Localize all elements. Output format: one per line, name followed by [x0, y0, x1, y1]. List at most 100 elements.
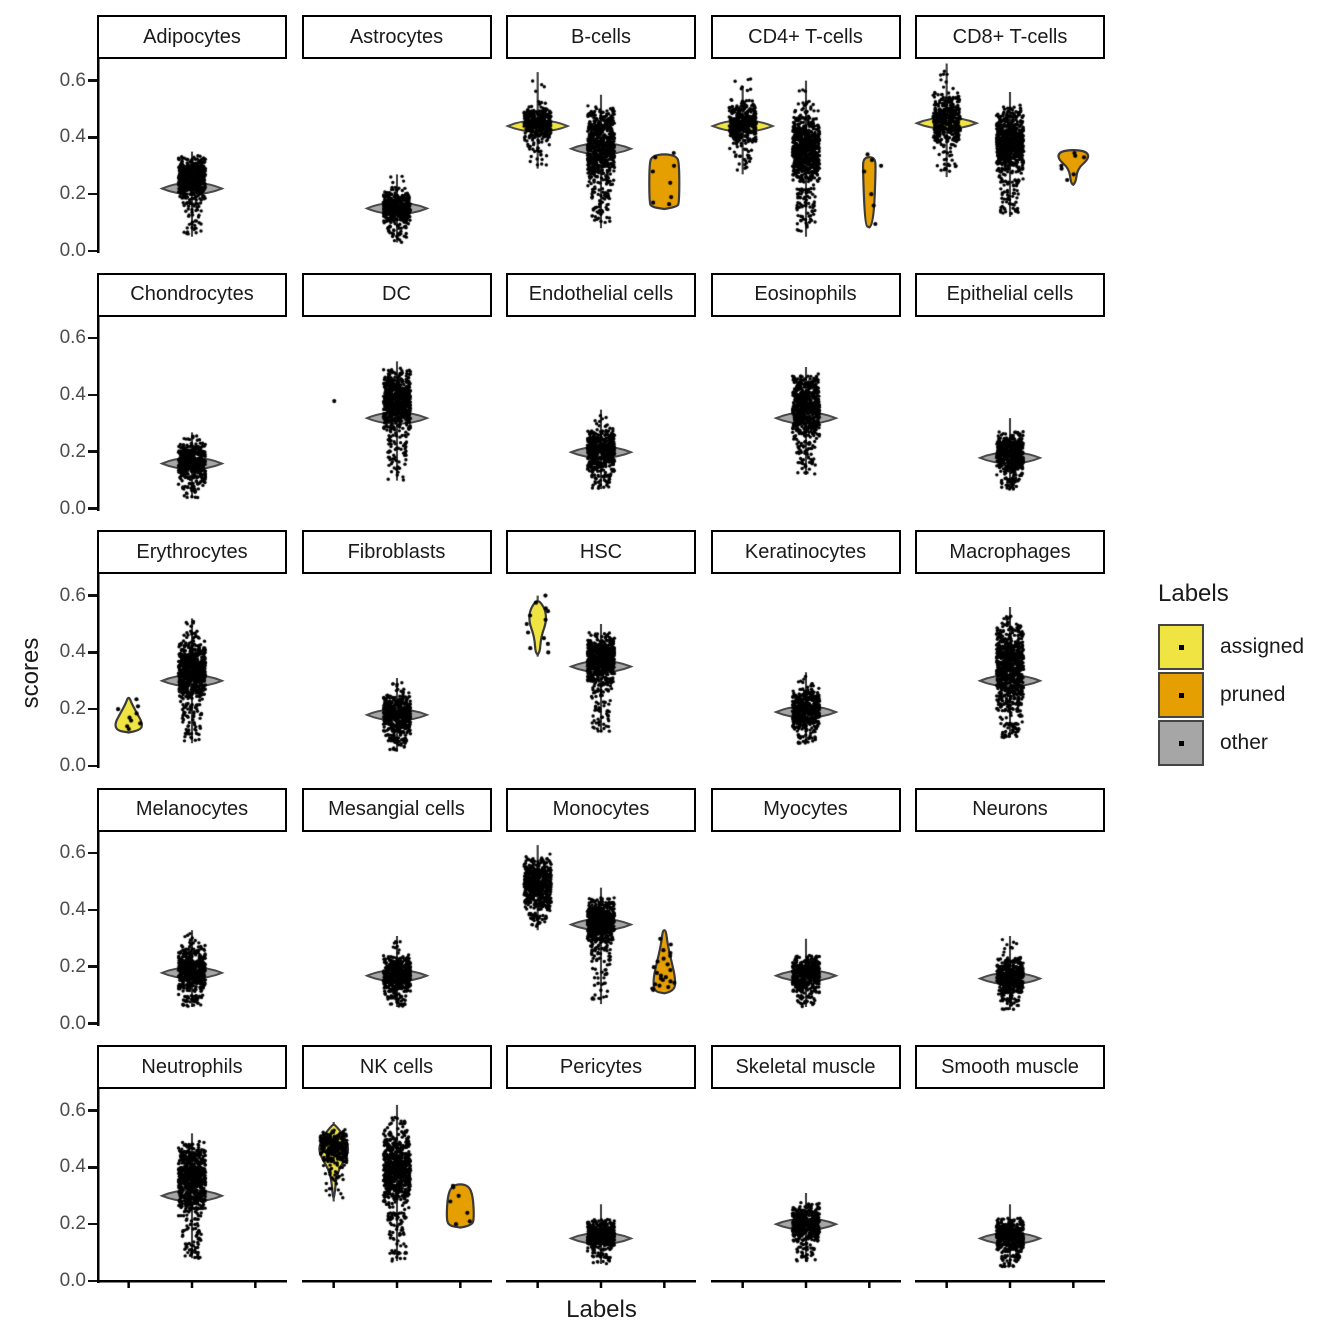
facet-panel [97, 59, 287, 255]
facet-panel [506, 316, 696, 513]
facet-strip: Eosinophils [710, 272, 901, 317]
facet-title: DC [382, 283, 411, 305]
facet-title: Eosinophils [754, 283, 857, 305]
facet-panel [301, 316, 492, 513]
facet-panel [97, 574, 287, 770]
facet-title: CD8+ T-cells [952, 25, 1068, 48]
facet-panel [915, 1089, 1105, 1288]
facet-panel [915, 574, 1105, 770]
facet-panel [301, 1089, 492, 1288]
jitter-points-canvas [97, 574, 287, 770]
legend-key-dot [1178, 692, 1184, 698]
y-tick-mark [88, 192, 97, 196]
facet-strip: CD4+ T-cells [710, 15, 901, 59]
facet-title: Mesangial cells [328, 798, 465, 820]
jitter-points-canvas [506, 316, 696, 513]
facet-title: Myocytes [763, 798, 848, 820]
jitter-points-canvas [915, 831, 1105, 1028]
facet-title: NK cells [359, 1055, 434, 1078]
y-tick-mark [88, 507, 97, 510]
jitter-points-canvas [915, 1089, 1105, 1285]
jitter-points-canvas [710, 574, 901, 770]
facet-strip: B-cells [506, 15, 696, 59]
y-tick-label: 0.2 [59, 698, 86, 720]
jitter-points-canvas [710, 1089, 901, 1285]
legend-entry-other: other [1158, 720, 1344, 766]
y-tick-mark [88, 1279, 97, 1283]
facet-panel [97, 316, 287, 513]
facet-title: Endothelial cells [528, 283, 674, 305]
y-tick-mark [88, 1022, 97, 1025]
y-tick-label: 0.6 [59, 584, 86, 606]
facet-strip: HSC [506, 530, 696, 574]
facet-strip: Mesangial cells [301, 787, 492, 832]
facet-title: Adipocytes [143, 25, 241, 48]
legend-entry-pruned: pruned [1158, 672, 1344, 718]
y-tick-mark [88, 707, 97, 711]
facet-strip: Chondrocytes [97, 272, 287, 317]
facet-title: CD4+ T-cells [748, 25, 863, 48]
facet-erythrocytes: Erythrocytes [97, 530, 287, 770]
facet-title: Melanocytes [135, 798, 249, 820]
jitter-points-canvas [915, 316, 1105, 513]
y-tick-mark [88, 764, 97, 768]
facet-neutrophils: Neutrophils [97, 1045, 287, 1288]
y-tick-mark [88, 249, 97, 253]
facet-title: Neutrophils [141, 1055, 243, 1078]
facet-strip: Erythrocytes [97, 530, 287, 574]
facet-dc: DC [301, 272, 492, 513]
facet-panel [97, 831, 287, 1028]
y-tick-mark [88, 851, 97, 855]
facet-title: Skeletal muscle [735, 1055, 876, 1078]
facet-title: Erythrocytes [136, 540, 248, 563]
y-tick-label: 0.2 [59, 955, 86, 977]
facet-panel [506, 1089, 696, 1288]
facet-epithelial-cells: Epithelial cells [915, 272, 1105, 513]
facet-title: Chondrocytes [130, 283, 254, 305]
facet-panel [301, 574, 492, 770]
facet-title: Fibroblasts [347, 540, 446, 563]
facet-strip: Keratinocytes [710, 530, 901, 574]
facet-strip: DC [301, 272, 492, 317]
y-tick-label: 0.4 [59, 898, 86, 920]
legend: Labels assigned pruned other [1158, 580, 1344, 768]
jitter-points-canvas [97, 1089, 287, 1285]
facet-strip: Macrophages [915, 530, 1105, 574]
legend-entry-assigned: assigned [1158, 624, 1344, 670]
y-axis-title: scores [17, 637, 44, 709]
y-tick-mark [88, 1222, 97, 1226]
jitter-points-canvas [301, 574, 492, 770]
facet-cd8-t-cells: CD8+ T-cells [914, 15, 1105, 255]
facet-fibroblasts: Fibroblasts [301, 530, 492, 770]
facet-strip: NK cells [301, 1045, 492, 1089]
y-tick-mark [88, 965, 97, 968]
jitter-points-canvas [915, 59, 1105, 255]
facet-strip: Fibroblasts [301, 530, 492, 574]
jitter-points-canvas [301, 316, 492, 513]
legend-key-dot [1178, 644, 1184, 650]
x-axis-title: Labels [566, 1296, 637, 1323]
facet-adipocytes: Adipocytes [97, 15, 287, 255]
y-tick-label: 0.4 [59, 641, 86, 663]
facet-monocytes: Monocytes [506, 787, 696, 1028]
y-tick-mark [88, 336, 97, 340]
y-tick-label: 0.0 [59, 240, 86, 261]
y-tick-label: 0.2 [59, 183, 86, 205]
facet-title: Pericytes [559, 1055, 643, 1078]
facet-panel [710, 316, 901, 513]
facet-title: Monocytes [552, 798, 650, 820]
facet-myocytes: Myocytes [710, 787, 901, 1028]
facet-title: Keratinocytes [744, 540, 867, 563]
y-tick-label: 0.0 [59, 1270, 86, 1291]
legend-key-pruned [1158, 672, 1204, 718]
legend-entry-label: assigned [1220, 635, 1305, 658]
facet-title: Epithelial cells [946, 283, 1074, 305]
legend-entries: assigned pruned other [1158, 624, 1344, 766]
facet-endothelial-cells: Endothelial cells [506, 272, 696, 513]
y-tick-label: 0.6 [59, 842, 86, 864]
facet-melanocytes: Melanocytes [97, 787, 287, 1028]
facet-macrophages: Macrophages [915, 530, 1105, 770]
facet-panel [915, 831, 1105, 1028]
y-tick-mark [88, 1109, 97, 1112]
